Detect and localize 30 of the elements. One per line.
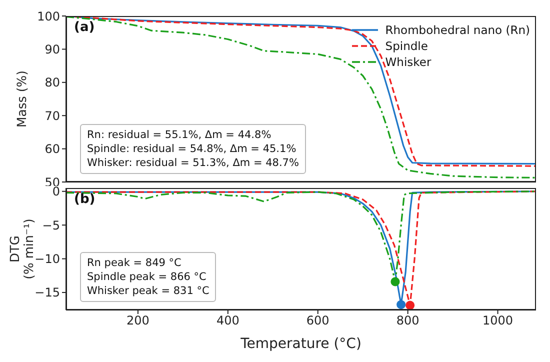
annotation: Spindle peak = 866 °C (87, 270, 208, 284)
point (390, 277, 400, 286)
annotation: Rn: residual = 55.1%, Δm = 44.8% (87, 128, 272, 142)
x-tick-label: 1000 (482, 314, 514, 328)
x-tick-label: 400 (216, 314, 240, 328)
legend-label: Spindle (385, 38, 428, 54)
y-tick-label: 60 (44, 142, 60, 156)
annotation: Rn peak = 849 °C (87, 256, 182, 270)
y-tick-label: −15 (34, 286, 60, 300)
y-tick-label: 90 (44, 42, 60, 56)
annotation: Whisker: residual = 51.3%, Δm = 48.7% (87, 156, 299, 170)
legend-label: Rhombohedral nano (Rn) (385, 22, 530, 38)
annotation: (b) (74, 192, 96, 207)
x-tick-label: 800 (396, 314, 420, 328)
y-tick-label: 70 (44, 108, 60, 123)
y-axis-title: Mass (%) (14, 70, 29, 128)
legend-label: Whisker (385, 54, 432, 70)
y-tick-label: −5 (42, 218, 60, 232)
point (396, 300, 406, 310)
x-tick-label: 200 (126, 314, 150, 328)
annotation: Spindle: residual = 54.8%, Δm = 45.1% (87, 142, 298, 156)
annotation: (a) (74, 20, 95, 35)
y-tick-label: −10 (34, 252, 60, 266)
x-axis-title: Temperature (°C) (240, 336, 362, 352)
y-tick-label: 100 (37, 9, 60, 24)
y-tick-label: 80 (44, 76, 60, 90)
point (406, 300, 415, 310)
y-axis-title: DTG (% min⁻¹) (7, 218, 36, 280)
annotation: Whisker peak = 831 °C (87, 284, 210, 298)
x-tick-label: 600 (306, 314, 330, 328)
